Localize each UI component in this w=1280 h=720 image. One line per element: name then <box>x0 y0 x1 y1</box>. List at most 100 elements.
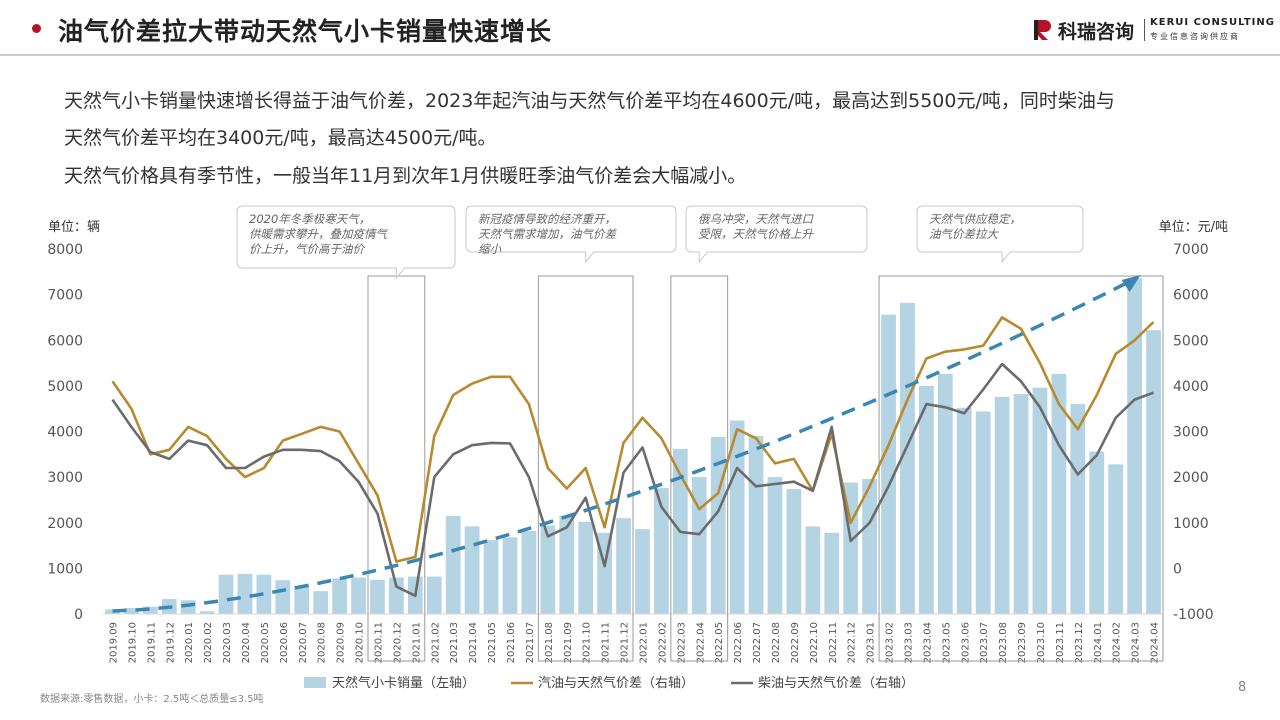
sales-bar <box>464 526 480 614</box>
x-axis-category-label: 2024.03 <box>1131 622 1142 663</box>
x-axis-category-label: 2019.10 <box>127 622 138 663</box>
right-axis-tick-label: 4000 <box>1173 379 1209 395</box>
x-axis-category-label: 2020.12 <box>392 622 403 663</box>
sales-bar <box>729 420 745 614</box>
x-axis-category-label: 2019.09 <box>108 622 119 663</box>
left-axis-tick-label: 3000 <box>47 470 83 486</box>
x-axis-category-label: 2023.11 <box>1055 622 1066 663</box>
x-axis-category-label: 2020.09 <box>336 622 347 663</box>
right-axis-tick-label: 6000 <box>1173 288 1209 304</box>
page-title: 油气价差拉大带动天然气小卡销量快速增长 <box>58 17 553 46</box>
left-axis-tick-label: 4000 <box>47 425 83 441</box>
gasoline-gas-spread-line <box>111 316 1155 563</box>
x-axis-category-label: 2022.10 <box>809 622 820 663</box>
sales-bar <box>767 477 783 614</box>
annotation-text: 天然气供应稳定，油气价差拉大 <box>929 212 1021 241</box>
annotation-text: 俄乌冲突，天然气进口受限，天然气价格上升 <box>698 212 814 241</box>
x-axis-category-label: 2021.09 <box>563 622 574 663</box>
annotation-callout-box <box>685 205 868 264</box>
sales-bar <box>824 532 840 614</box>
sales-bar <box>142 606 158 614</box>
right-axis-tick-label: 1000 <box>1173 516 1209 532</box>
sales-bar <box>332 578 347 614</box>
x-axis-category-label: 2021.12 <box>620 622 631 663</box>
x-axis-category-label: 2023.04 <box>922 622 933 663</box>
x-axis-category-label: 2020.05 <box>260 622 271 663</box>
x-axis-category-label: 2020.03 <box>222 622 233 663</box>
x-axis-category-label: 2022.08 <box>771 622 782 663</box>
slide-header: 油气价差拉大带动天然气小卡销量快速增长 科瑞咨询 KERUI CONSULTIN… <box>0 0 1280 58</box>
data-source-footnote: 数据来源:零售数据，小卡：2.5吨＜总质量≤3.5吨 <box>40 694 264 705</box>
paragraph-3: 天然气价格具有季节性，一般当年11月到次年1月供暖旺季油气价差会大幅减小。 <box>64 165 747 187</box>
sales-bar <box>256 574 272 614</box>
x-axis-category-label: 2023.05 <box>941 622 952 663</box>
sales-bar <box>1013 394 1029 614</box>
x-axis-category-label: 2024.04 <box>1150 622 1161 663</box>
x-axis-category-label: 2024.01 <box>1093 622 1104 663</box>
logo-en-text: KERUI CONSULTING <box>1150 17 1275 28</box>
x-axis-category-label: 2023.08 <box>998 622 1009 663</box>
right-axis-tick-label: 2000 <box>1173 470 1209 486</box>
x-axis-category-label: 2020.08 <box>317 622 328 663</box>
sales-bar <box>1051 374 1067 614</box>
left-axis-tick-label: 8000 <box>47 242 83 258</box>
legend-label-sales: 天然气小卡销量（左轴） <box>332 675 475 691</box>
sales-bar <box>218 574 234 614</box>
sales-bar <box>635 529 650 614</box>
x-axis-category-label: 2020.07 <box>298 622 309 663</box>
paragraph-2: 天然气价差平均在3400元/吨，最高达4500元/吨。 <box>64 127 497 149</box>
x-axis-category-label: 2022.06 <box>733 622 744 663</box>
x-axis-category-label: 2022.03 <box>676 622 687 663</box>
sales-bar <box>540 525 556 614</box>
trend-arrowhead <box>1121 275 1141 292</box>
x-axis-category-label: 2023.09 <box>1017 622 1028 663</box>
sales-bar <box>1032 387 1048 614</box>
sales-bar <box>654 488 669 614</box>
x-axis-category-label: 2020.04 <box>241 622 252 663</box>
x-axis-category-label: 2022.04 <box>695 622 706 663</box>
growth-trend-dashed-line <box>112 277 1136 613</box>
sales-bar <box>862 478 877 614</box>
header-divider <box>0 54 1280 56</box>
annotation-callout-box <box>465 205 677 264</box>
annotation-callout-box <box>236 205 456 280</box>
sales-bar <box>124 608 139 614</box>
sales-bar <box>919 385 934 614</box>
x-axis-category-label: 2022.01 <box>638 622 649 663</box>
left-axis-unit-label: 单位：辆 <box>48 220 100 235</box>
sales-bar <box>389 577 404 614</box>
x-axis-category-label: 2023.02 <box>885 622 896 663</box>
diesel-gas-spread-line <box>111 362 1154 598</box>
x-axis-category-label: 2022.11 <box>828 622 839 663</box>
left-axis-tick-label: 0 <box>74 607 83 623</box>
sales-bar <box>805 526 821 614</box>
legend-swatch-sales <box>304 677 326 688</box>
x-axis-category-label: 2019.11 <box>146 622 157 663</box>
left-axis-tick-label: 2000 <box>47 516 83 532</box>
right-axis-tick-label: -1000 <box>1173 607 1214 623</box>
sales-bar <box>900 302 915 614</box>
sales-bar <box>483 540 499 614</box>
x-axis-category-label: 2023.01 <box>866 622 877 663</box>
annotation-callout-box <box>916 205 1084 264</box>
sales-bar <box>786 488 802 614</box>
logo-separator <box>1144 19 1145 41</box>
x-axis-category-label: 2023.10 <box>1036 622 1047 663</box>
sales-bar <box>937 374 953 614</box>
x-axis-category-label: 2023.12 <box>1074 622 1085 663</box>
x-axis-category-label: 2020.01 <box>184 622 195 663</box>
right-axis-tick-label: 3000 <box>1173 425 1209 441</box>
x-axis-category-label: 2022.09 <box>790 622 801 663</box>
x-axis-category-label: 2021.06 <box>506 622 517 663</box>
legend-label-diesel: 柴油与天然气价差（右轴） <box>758 675 914 691</box>
x-axis-category-label: 2021.11 <box>601 622 612 663</box>
left-axis-tick-label: 1000 <box>47 561 83 577</box>
sales-bar <box>1146 330 1161 614</box>
sales-bar <box>105 609 120 614</box>
x-axis-category-label: 2020.11 <box>373 622 384 663</box>
sales-bar <box>1089 451 1105 614</box>
annotation-text: 2020年冬季极寒天气，供暖需求攀升，叠加疫情气价上升，气价高于油价 <box>249 212 388 256</box>
x-axis-category-label: 2022.07 <box>752 622 763 663</box>
logo-cn-text: 科瑞咨询 <box>1058 21 1135 43</box>
highlight-period-box <box>537 275 634 662</box>
